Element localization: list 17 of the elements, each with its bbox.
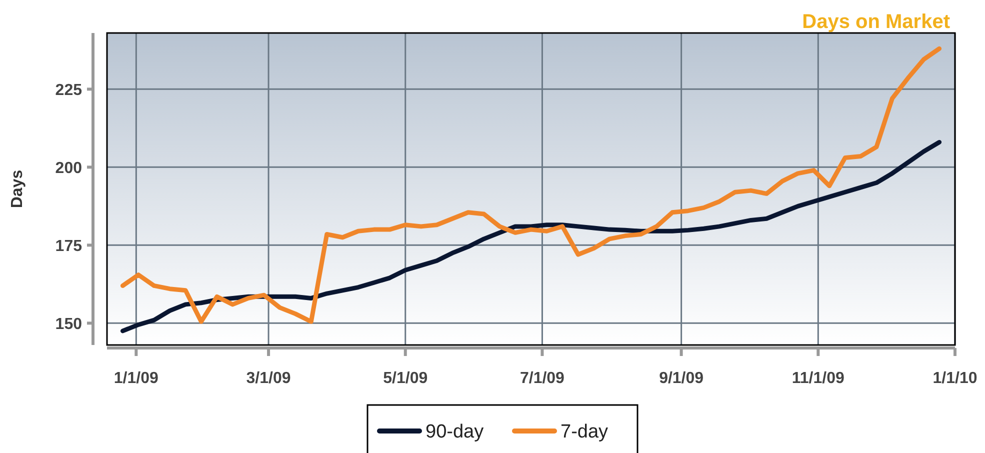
x-tick-label: 9/1/09 <box>659 370 704 387</box>
line-series <box>120 46 942 324</box>
x-tick-label: 1/1/09 <box>114 370 159 387</box>
x-tick-label: 3/1/09 <box>246 370 291 387</box>
chart-title: Days on Market <box>802 11 950 33</box>
x-tick-label: 11/1/09 <box>792 370 845 387</box>
y-tick-label: 200 <box>55 160 82 177</box>
y-tick-label: 175 <box>55 238 82 255</box>
y-tick-label: 225 <box>55 82 82 99</box>
x-tick-label: 7/1/09 <box>520 370 565 387</box>
y-axis-title: Days <box>9 170 26 208</box>
legend-label: 90-day <box>426 422 484 443</box>
x-tick-label: 5/1/09 <box>383 370 428 387</box>
line-series <box>120 140 942 334</box>
y-tick-label: 150 <box>55 316 82 333</box>
x-tick-label: 1/1/10 <box>932 370 978 387</box>
legend-label: 7-day <box>560 422 609 443</box>
